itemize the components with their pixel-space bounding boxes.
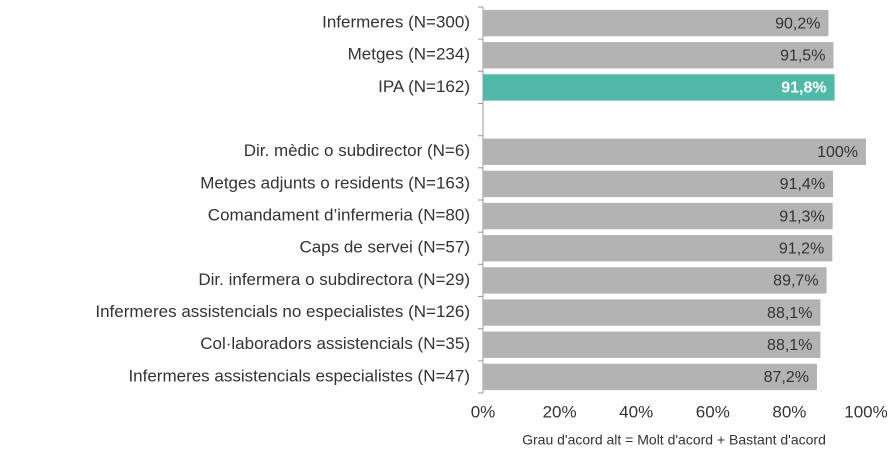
value-label: 91,3% <box>779 208 824 225</box>
bar <box>483 363 817 391</box>
y-tick-label: Infermeres assistencials no especialiste… <box>95 302 470 321</box>
value-label: 88,1% <box>767 337 812 354</box>
bar <box>483 235 833 262</box>
bar <box>483 202 833 230</box>
value-label: 87,2% <box>764 369 809 386</box>
x-tick-label: 0% <box>471 402 496 421</box>
y-tick-label: Comandament d’infermeria (N=80) <box>208 206 470 225</box>
bar <box>483 299 821 326</box>
value-label: 91,5% <box>780 47 825 64</box>
bar <box>483 267 827 294</box>
value-label: 89,7% <box>773 273 818 290</box>
bar <box>483 331 821 358</box>
x-tick-label: 20% <box>543 402 577 421</box>
y-tick-label: Infermeres (N=300) <box>322 13 470 32</box>
y-tick-label: Infermeres assistencials especialistes (… <box>128 366 470 385</box>
y-tick-label: IPA (N=162) <box>378 77 470 96</box>
x-tick-label: 60% <box>696 402 730 421</box>
x-tick-label: 80% <box>772 402 806 421</box>
value-label: 91,4% <box>780 176 825 193</box>
x-axis-label: Grau d'acord alt = Molt d'acord + Bastan… <box>522 432 826 448</box>
bar <box>483 138 866 165</box>
value-label: 100% <box>817 144 858 161</box>
bar <box>483 74 835 101</box>
x-tick-label: 40% <box>619 402 653 421</box>
bar <box>483 9 829 37</box>
x-tick-label: 100% <box>844 402 887 421</box>
value-label: 90,2% <box>775 15 820 32</box>
value-label: 91,8% <box>781 80 826 97</box>
bar <box>483 42 834 69</box>
y-tick-label: Col·laboradors assistencials (N=35) <box>200 334 470 353</box>
y-tick-label: Dir. infermera o subdirectora (N=29) <box>198 270 470 289</box>
y-tick-label: Metges adjunts o residents (N=163) <box>200 173 470 192</box>
value-label: 88,1% <box>767 305 812 322</box>
value-label: 91,2% <box>779 240 824 257</box>
y-tick-label: Dir. mèdic o subdirector (N=6) <box>244 141 470 160</box>
y-tick-label: Caps de servei (N=57) <box>299 238 470 257</box>
y-tick-label: Metges (N=234) <box>348 45 470 64</box>
bar <box>483 170 834 198</box>
